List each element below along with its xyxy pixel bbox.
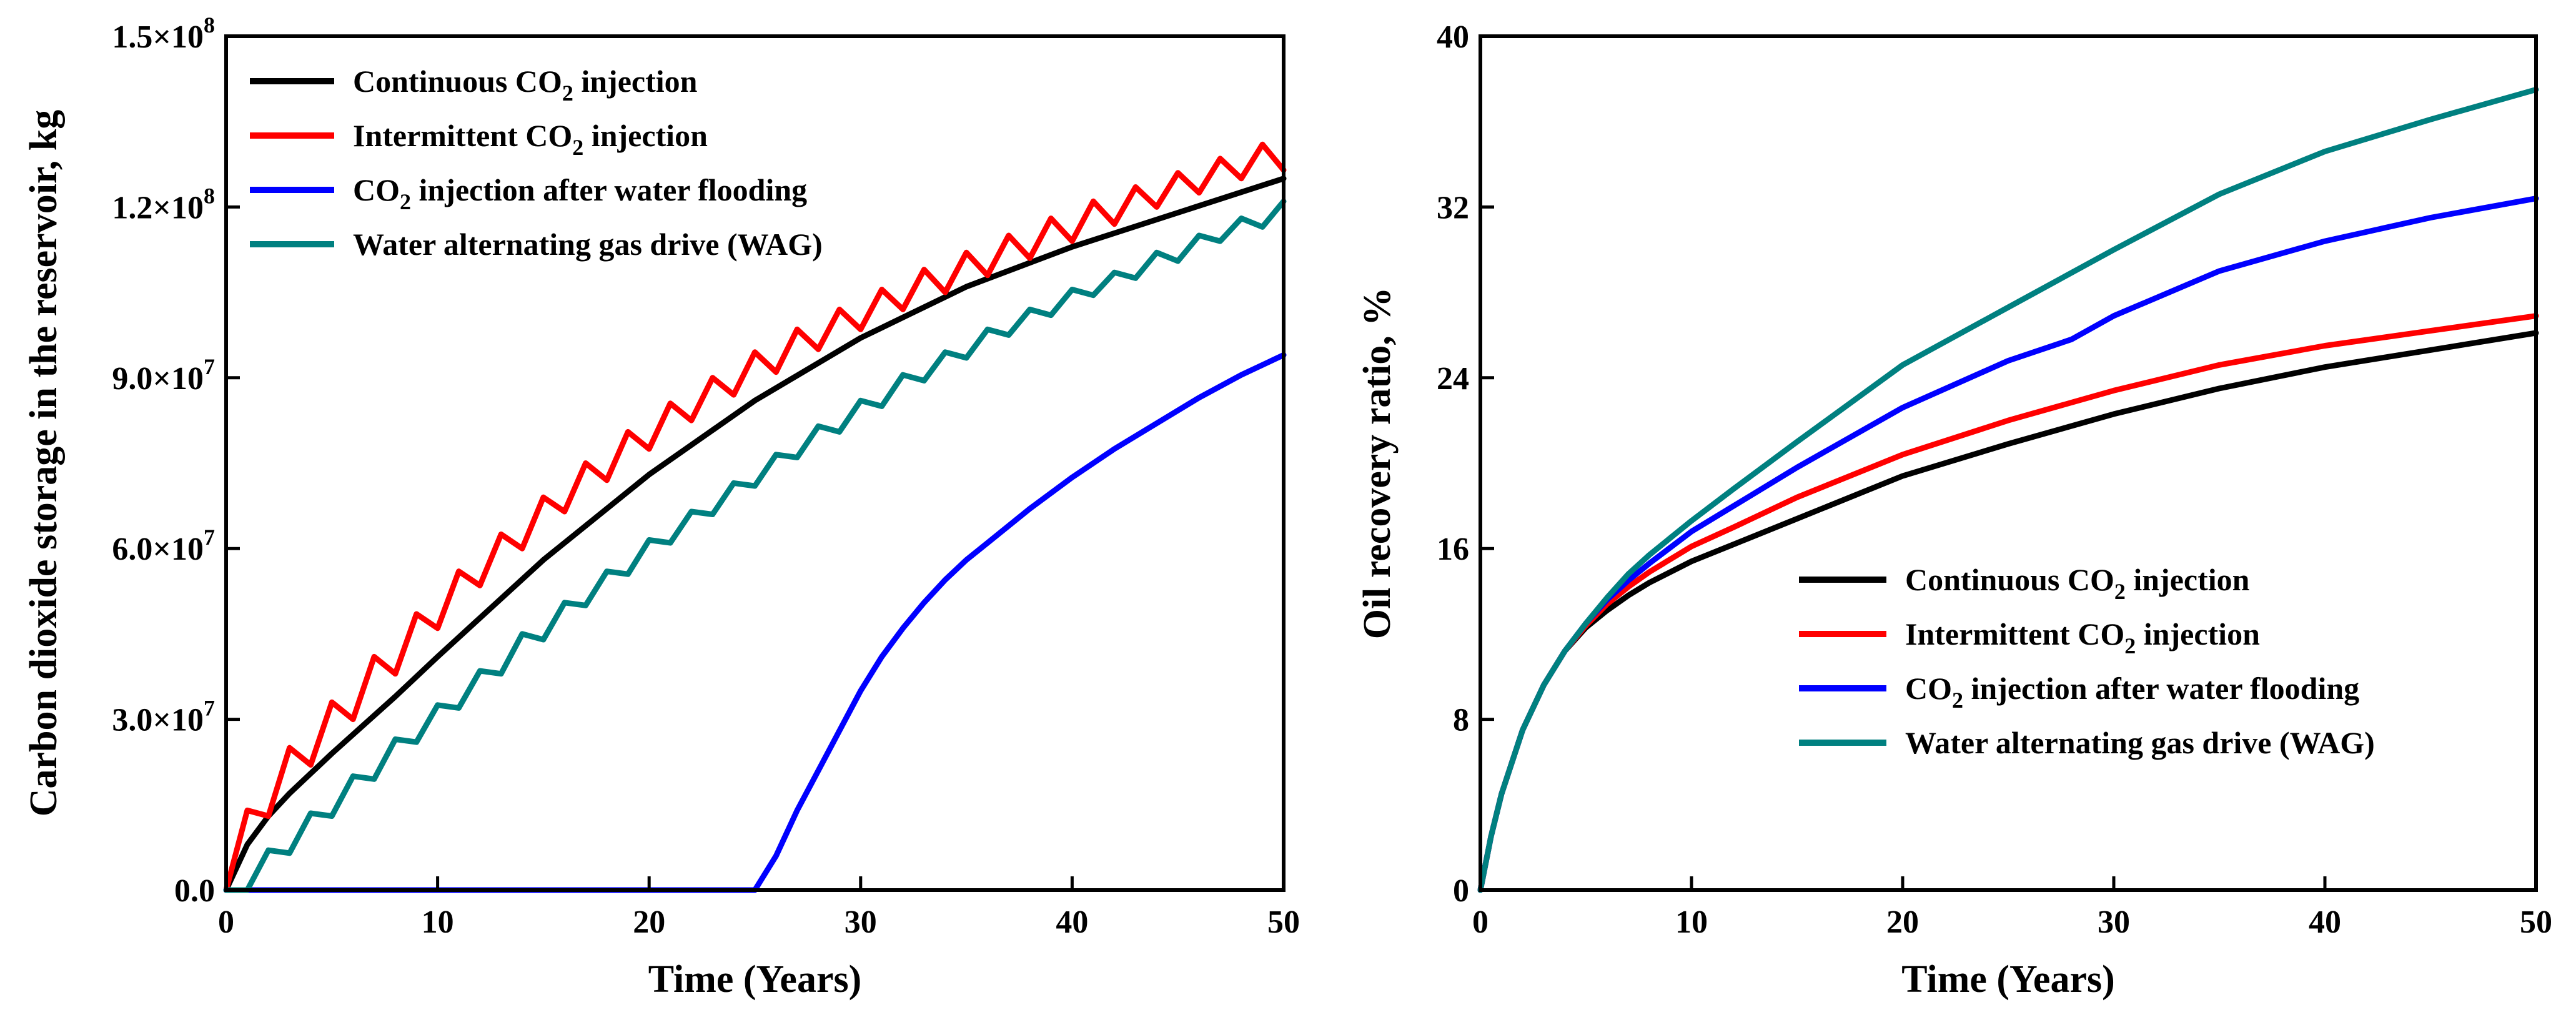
legend-item-2: Intermittent CO2 injection	[1799, 616, 2260, 658]
x-tick-label: 40	[1056, 904, 1088, 940]
x-tick-label: 50	[2520, 904, 2552, 940]
y-tick-label: 8	[1453, 703, 1469, 738]
legend-label: Water alternating gas drive (WAG)	[1905, 725, 2375, 760]
x-tick-label: 20	[1886, 904, 1919, 940]
x-tick-label: 20	[633, 904, 665, 940]
series-line-2	[1477, 313, 2539, 893]
x-tick-label: 40	[2309, 904, 2341, 940]
x-tick-label: 50	[1267, 904, 1300, 940]
legend-label: Water alternating gas drive (WAG)	[353, 227, 823, 262]
x-tick-label: 10	[1675, 904, 1708, 940]
plot-frame	[224, 34, 1286, 892]
legend-item-2: Intermittent CO2 injection	[250, 118, 708, 160]
y-tick-label: 40	[1437, 19, 1469, 55]
legend-item-1: Continuous CO2 injection	[250, 64, 698, 106]
series-group	[1477, 86, 2539, 893]
x-tick-label: 0	[1472, 904, 1489, 940]
y-tick-label: 24	[1437, 361, 1469, 397]
y-tick-label: 0	[1453, 873, 1469, 909]
legend-label: CO2 injection after water flooding	[353, 172, 807, 214]
legend-item-3: CO2 injection after water flooding	[1799, 671, 2359, 713]
chart-panel-1: 0 10 20 30 40 50 0.0 3.0×107 6.0×107 9.0×107 1.2×1…	[22, 12, 1300, 1001]
chart-panel-2: 0 10 20 30 40 50 0 8 16 24 32 40 Time (Years) Oil rec…	[1356, 19, 2552, 1001]
x-tick-label: 30	[845, 904, 877, 940]
legend-label: Intermittent CO2 injection	[1905, 616, 2260, 658]
y-axis-label: Carbon dioxide storage in the reservoir,…	[22, 110, 65, 816]
legend-item-3: CO2 injection after water flooding	[250, 172, 807, 214]
y-tick-label: 3.0×107	[112, 696, 215, 738]
y-tick-label: 32	[1437, 190, 1469, 225]
y-axis-label: Oil recovery ratio, %	[1356, 287, 1399, 640]
series-line-1	[1477, 330, 2539, 893]
y-tick-label: 6.0×107	[112, 525, 215, 567]
x-tick-label: 30	[2098, 904, 2130, 940]
series-line-4	[1477, 86, 2539, 893]
series-line-2	[223, 141, 1287, 893]
legend-label: Continuous CO2 injection	[353, 64, 698, 106]
legend: Continuous CO2 injection Intermittent CO2…	[250, 64, 823, 262]
plot-frame	[1479, 34, 2538, 892]
y-tick-label: 9.0×107	[112, 354, 215, 397]
legend-item-1: Continuous CO2 injection	[1799, 562, 2250, 604]
series-group	[223, 141, 1287, 893]
x-tick-label: 10	[422, 904, 454, 940]
x-tick-label: 0	[218, 904, 234, 940]
y-tick-label: 1.2×108	[112, 183, 215, 225]
series-line-1	[223, 176, 1287, 893]
legend-item-4: Water alternating gas drive (WAG)	[250, 227, 823, 262]
y-tick-label: 16	[1437, 532, 1469, 567]
legend-item-4: Water alternating gas drive (WAG)	[1799, 725, 2375, 760]
x-axis-label: Time (Years)	[648, 958, 861, 1001]
series-line-3	[1477, 196, 2539, 893]
legend-label: Continuous CO2 injection	[1905, 562, 2250, 604]
series-line-4	[223, 198, 1287, 893]
x-axis-label: Time (Years)	[1901, 958, 2114, 1001]
legend-label: CO2 injection after water flooding	[1905, 671, 2359, 713]
legend-label: Intermittent CO2 injection	[353, 118, 708, 160]
y-tick-label: 0.0	[174, 873, 215, 909]
legend: Continuous CO2 injection Intermittent CO2…	[1799, 562, 2375, 760]
y-tick-label: 1.5×108	[112, 12, 215, 55]
series-line-3	[223, 352, 1287, 893]
